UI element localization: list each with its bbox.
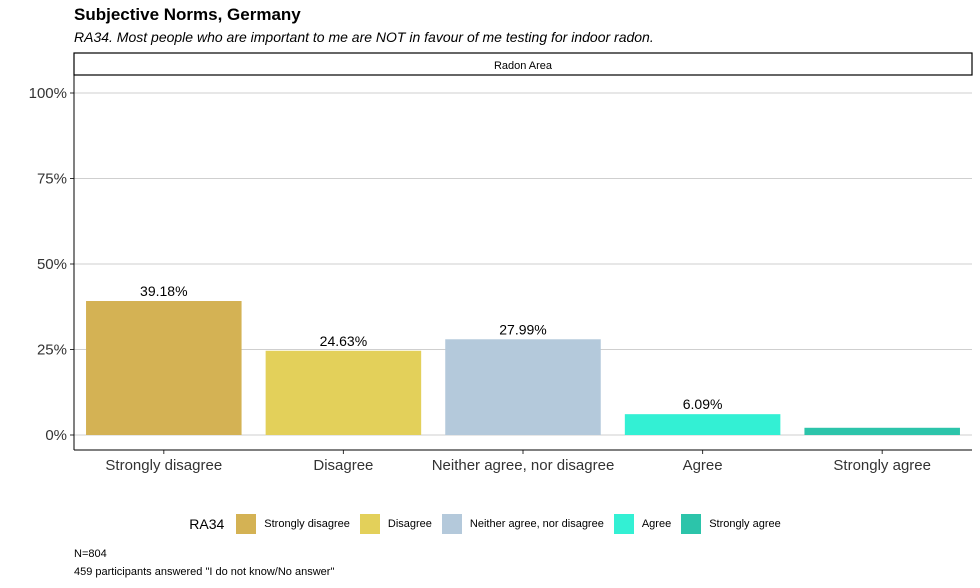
- legend-item: Strongly agree: [681, 514, 781, 534]
- legend-title: RA34: [189, 516, 225, 532]
- legend-item: Disagree: [359, 514, 432, 534]
- legend-label: Agree: [641, 518, 672, 530]
- data-label: 39.18%: [140, 283, 187, 299]
- y-tick-label: 50%: [37, 256, 67, 273]
- legend-label: Disagree: [387, 518, 432, 530]
- bar: [445, 339, 601, 435]
- chart-title: Subjective Norms, Germany: [74, 5, 301, 24]
- legend-swatch: [681, 514, 702, 534]
- legend-label: Strongly agree: [709, 518, 781, 530]
- x-tick-label: Strongly agree: [833, 457, 931, 474]
- legend-swatch: [441, 514, 462, 534]
- bar: [804, 427, 960, 435]
- y-tick-label: 100%: [29, 85, 67, 102]
- y-tick-label: 0%: [45, 427, 67, 444]
- y-tick-label: 75%: [37, 171, 67, 188]
- legend: RA34 Strongly disagree Disagree Neither …: [0, 514, 980, 534]
- facet-label: Radon Area: [494, 60, 553, 72]
- legend-label: Strongly disagree: [264, 518, 350, 530]
- legend-item: Agree: [613, 514, 672, 534]
- facet-strip: [73, 52, 973, 76]
- bar: [624, 414, 781, 435]
- x-tick-label: Strongly disagree: [105, 457, 222, 474]
- sample-size-note: N=804: [74, 548, 107, 560]
- data-label: 6.09%: [683, 396, 723, 412]
- legend-swatch: [236, 514, 257, 534]
- bar: [86, 301, 242, 435]
- x-tick-label: Disagree: [313, 457, 373, 474]
- legend-item: Neither agree, nor disagree: [441, 514, 604, 534]
- chart-subtitle: RA34. Most people who are important to m…: [74, 29, 654, 45]
- no-answer-note: 459 participants answered "I do not know…: [74, 566, 335, 578]
- data-label: 27.99%: [499, 321, 546, 337]
- x-tick-label: Neither agree, nor disagree: [432, 457, 615, 474]
- legend-swatch: [359, 514, 380, 534]
- data-label: 24.63%: [320, 333, 367, 349]
- bar: [265, 350, 422, 435]
- legend-item: Strongly disagree: [236, 514, 350, 534]
- legend-swatch: [613, 514, 634, 534]
- bar-chart: Radon Area 39.18% 24.63% 27.99% 6.09% 0% 25%…: [29, 52, 973, 474]
- legend-label: Neither agree, nor disagree: [469, 518, 604, 530]
- y-tick-label: 25%: [37, 342, 67, 359]
- x-tick-label: Agree: [683, 457, 723, 474]
